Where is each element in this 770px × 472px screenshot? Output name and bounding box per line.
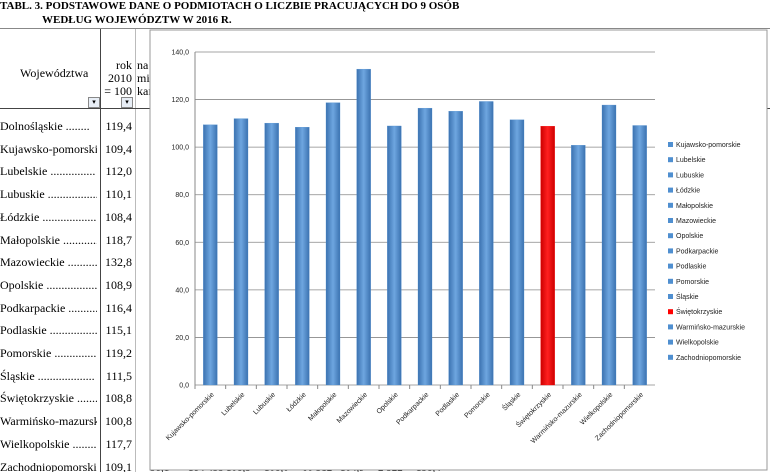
row-label: Zachodniopomorskie .. xyxy=(0,459,97,472)
legend-swatch xyxy=(668,248,673,254)
row-label: Opolskie .................. xyxy=(0,277,97,292)
bar xyxy=(632,125,647,386)
legend-label: Podkarpackie xyxy=(676,248,719,255)
row-label: Małopolskie ............. xyxy=(0,232,97,247)
bar xyxy=(479,101,494,386)
y-tick-label: 60,0 xyxy=(175,240,189,247)
column-header: 2010 xyxy=(108,71,132,85)
legend-swatch xyxy=(668,187,673,193)
row-label: Podkarpackie .......... xyxy=(0,300,97,315)
legend-swatch xyxy=(668,309,673,315)
row-label: Dolnośląskie ........ xyxy=(0,119,90,133)
cell-value: 108,8 xyxy=(105,391,132,406)
bar xyxy=(509,119,525,386)
legend-label: Lubelskie xyxy=(676,157,706,164)
legend-label: Łódzkie xyxy=(676,188,700,195)
legend-label: Śląskie xyxy=(676,292,699,301)
row-label: Lubuskie .................. xyxy=(0,187,97,202)
legend-label: Warmińsko-mazurskie xyxy=(676,324,745,331)
cell-value: 110,1 xyxy=(105,187,132,202)
y-tick-label: 0,0 xyxy=(179,383,189,390)
y-tick-label: 100,0 xyxy=(171,145,189,152)
sheet-title: TABL. 3. PODSTAWOWE DANE O PODMIOTACH O … xyxy=(0,0,460,12)
legend-label: Lubuskie xyxy=(676,172,704,179)
cell-value: 115,1 xyxy=(105,323,132,338)
legend-label: Mazowieckie xyxy=(676,218,716,225)
y-tick-label: 20,0 xyxy=(175,335,189,342)
row-label: Mazowieckie ........... xyxy=(0,255,97,270)
bar xyxy=(601,104,617,386)
bar xyxy=(540,126,555,386)
legend-label: Pomorskie xyxy=(676,279,709,286)
cell-value: 108,9 xyxy=(105,277,132,292)
row-label: Lubelskie ............... xyxy=(0,164,96,179)
legend-swatch xyxy=(668,294,673,299)
cell-value: 111,5 xyxy=(105,368,132,383)
legend-label: Zachodniopomorskie xyxy=(676,355,741,362)
bar xyxy=(295,127,310,386)
bar xyxy=(571,145,586,386)
cell-value: 119,2 xyxy=(105,346,132,360)
legend-swatch xyxy=(668,354,673,360)
row-label: Pomorskie .............. xyxy=(0,346,97,360)
legend-label: Świętokrzyskie xyxy=(676,307,722,316)
legend-swatch xyxy=(668,324,673,330)
cell-value: 112,0 xyxy=(105,164,132,179)
cell-value: 100,8 xyxy=(105,414,132,429)
border xyxy=(0,28,770,29)
legend-swatch xyxy=(668,172,673,178)
legend-swatch xyxy=(668,218,673,223)
legend-label: Małopolskie xyxy=(676,203,713,210)
cell-value: 118,7 xyxy=(105,232,132,247)
cell-value: 109,1 xyxy=(105,459,132,472)
bar xyxy=(203,124,218,386)
legend-label: Wielkopolskie xyxy=(676,340,719,347)
legend-label: Podlaskie xyxy=(676,264,706,271)
y-tick-label: 80,0 xyxy=(175,192,189,199)
row-label: Warmińsko-mazurskie . xyxy=(0,414,97,429)
row-label: Wielkopolskie ......... xyxy=(0,436,97,451)
y-tick-label: 40,0 xyxy=(175,287,189,294)
legend-swatch xyxy=(668,339,673,345)
legend-swatch xyxy=(668,263,673,269)
bar xyxy=(325,102,341,386)
cell-value: 132,8 xyxy=(105,255,132,270)
filter-button[interactable]: ▾ xyxy=(88,97,100,108)
bar xyxy=(417,107,433,386)
row-label: Świętokrzyskie ....... xyxy=(0,391,97,406)
bar xyxy=(448,111,463,386)
bar xyxy=(387,125,402,386)
legend-label: Opolskie xyxy=(676,233,703,240)
cell-value: 119,4 xyxy=(105,119,132,133)
legend-swatch xyxy=(668,202,673,208)
column-header: Województwa xyxy=(20,66,89,80)
bar xyxy=(233,118,249,386)
sheet-subtitle: WEDŁUG WOJEWÓDZTW W 2016 R. xyxy=(42,14,232,26)
bar xyxy=(356,68,371,386)
row-label: Podlaskie ................ xyxy=(0,323,97,338)
cell-value: 108,4 xyxy=(105,209,132,224)
y-tick-label: 140,0 xyxy=(171,50,189,57)
legend-swatch xyxy=(668,142,673,147)
legend-swatch xyxy=(668,157,673,163)
cell-value: 116,4 xyxy=(105,300,132,315)
frozen-pane xyxy=(100,28,101,472)
column-header: = 100 xyxy=(104,84,132,98)
col-border xyxy=(135,28,136,472)
legend-swatch xyxy=(668,278,673,284)
row-label: Łódzkie .................... xyxy=(0,209,97,224)
cell-value: 109,4 xyxy=(105,141,132,156)
row-label: Śląskie ................... xyxy=(0,368,95,383)
legend-label: Kujawsko-pomorskie xyxy=(676,142,741,149)
bar xyxy=(264,122,279,386)
column-header: rok xyxy=(116,58,132,72)
cell-value: 117,7 xyxy=(105,436,132,451)
legend-swatch xyxy=(668,233,673,239)
filter-button[interactable]: ▾ xyxy=(121,97,133,108)
row-label: Kujawsko-pomorskie ... xyxy=(0,141,97,156)
y-tick-label: 120,0 xyxy=(171,97,189,104)
